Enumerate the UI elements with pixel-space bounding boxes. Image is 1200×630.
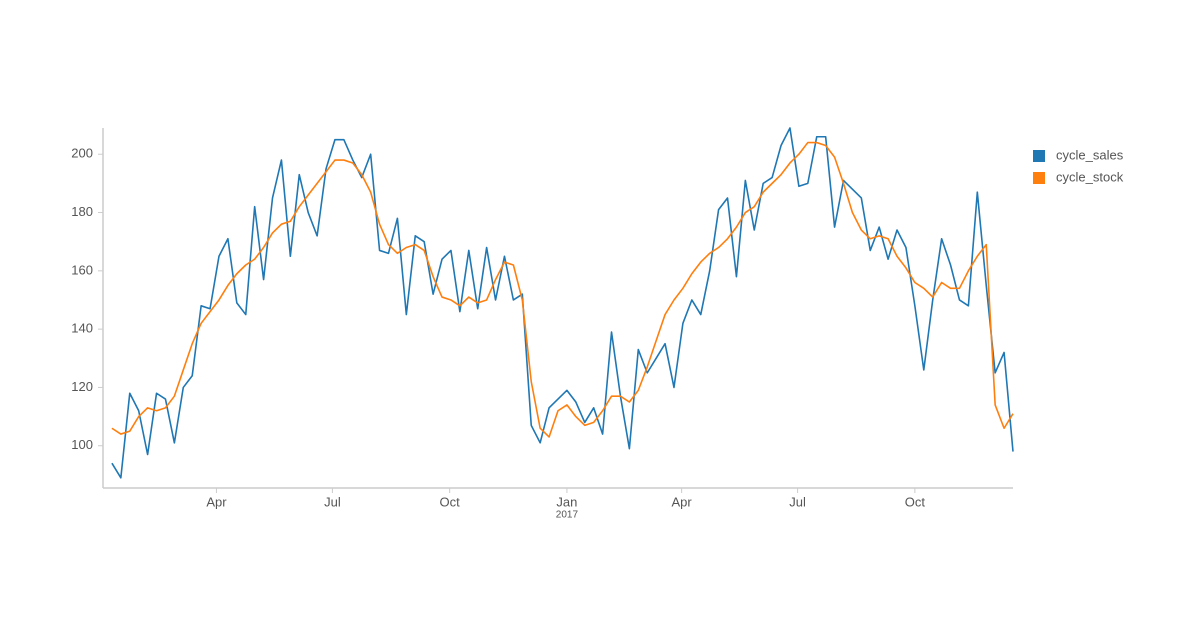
x-tick-label: Apr <box>672 494 693 509</box>
legend-label: cycle_stock <box>1056 169 1124 184</box>
y-tick-label: 120 <box>71 379 93 394</box>
legend-label: cycle_sales <box>1056 147 1124 162</box>
x-tick-label: Jul <box>789 494 806 509</box>
y-tick-label: 160 <box>71 262 93 277</box>
x-tick-label: Oct <box>440 494 461 509</box>
legend-swatch <box>1033 150 1045 162</box>
x-tick-label: Oct <box>905 494 926 509</box>
x-tick-label: Apr <box>206 494 227 509</box>
legend-swatch <box>1033 172 1045 184</box>
x-tick-label: Jan <box>556 494 577 509</box>
y-tick-label: 200 <box>71 146 93 161</box>
y-tick-label: 100 <box>71 437 93 452</box>
y-tick-label: 180 <box>71 204 93 219</box>
series-line <box>111 127 1014 479</box>
y-tick-label: 140 <box>71 321 93 336</box>
x-tick-year: 2017 <box>556 510 579 521</box>
x-tick-label: Jul <box>324 494 341 509</box>
series-line <box>111 141 1014 438</box>
